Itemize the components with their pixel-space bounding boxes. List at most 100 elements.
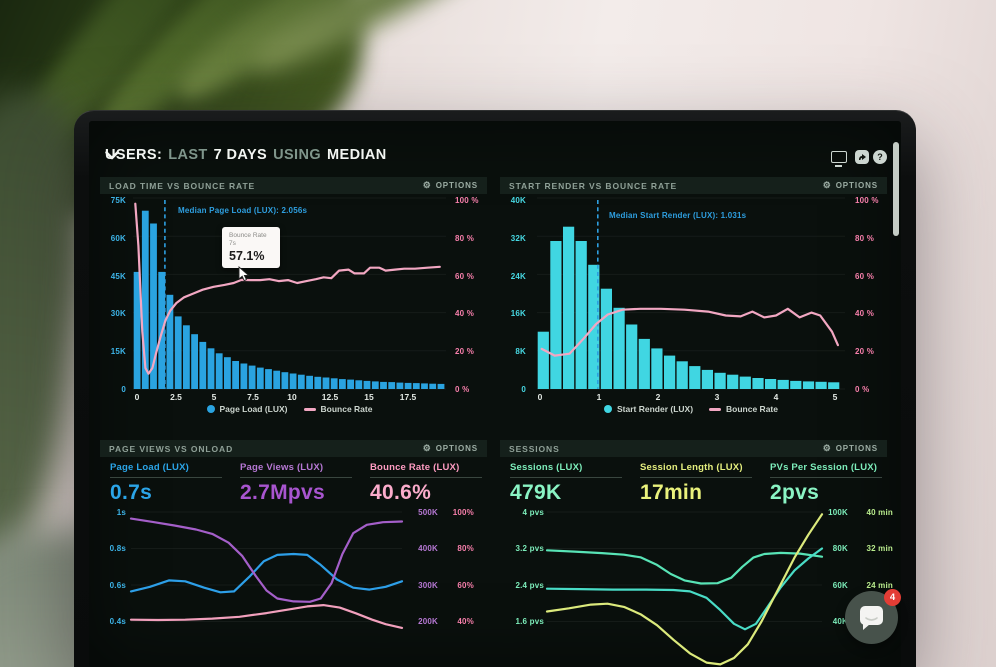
p1-x-tick-6: 15 bbox=[364, 392, 374, 402]
p4-y-left-0: 4 pvs bbox=[522, 508, 544, 517]
display-mode-icon[interactable] bbox=[831, 151, 847, 163]
p1-x-tick-5: 12.5 bbox=[321, 392, 339, 402]
dashboard-screen bbox=[89, 121, 901, 667]
mouse-cursor-icon bbox=[238, 266, 250, 282]
panel-start-render-title: START RENDER VS BOUNCE RATE bbox=[509, 180, 678, 191]
p3-y-right-k-0: 500K bbox=[418, 508, 438, 517]
bounce-rate-tooltip: Bounce Rate 7s 57.1% bbox=[222, 227, 280, 268]
header-days: 7 DAYS bbox=[213, 147, 268, 163]
p3-y-right-pct-3: 40% bbox=[457, 617, 474, 626]
p1-x-tick-7: 17.5 bbox=[399, 392, 417, 402]
p2-y-left-1: 32K bbox=[510, 234, 526, 243]
p4-y-right-k-0: 100K bbox=[828, 508, 848, 517]
share-icon[interactable] bbox=[855, 150, 869, 164]
p1-y-left-4: 15K bbox=[110, 347, 126, 356]
panel-sessions-header: SESSIONS ⚙ OPTIONS bbox=[500, 440, 887, 457]
p2-y-left-2: 24K bbox=[510, 272, 526, 281]
p1-legend-page-load[interactable]: Page Load (LUX) bbox=[206, 404, 288, 414]
p1-x-tick-1: 2.5 bbox=[170, 392, 182, 402]
help-glyph: ? bbox=[877, 152, 883, 162]
load-time-chart bbox=[133, 197, 446, 390]
sessions-options-button[interactable]: ⚙ OPTIONS bbox=[823, 443, 878, 454]
p2-legend-bounce-rate[interactable]: Bounce Rate bbox=[709, 404, 778, 414]
p4-stat-0-label: Sessions (LUX) bbox=[510, 462, 583, 473]
p3-stat-2-underline bbox=[370, 477, 482, 478]
p3-stat-0-underline bbox=[110, 477, 222, 478]
p2-y-left-5: 0 bbox=[521, 385, 526, 394]
p4-y-right-k-1: 80K bbox=[832, 544, 848, 553]
p4-y-right-min-0: 40 min bbox=[866, 508, 893, 517]
page-views-options-button[interactable]: ⚙ OPTIONS bbox=[423, 443, 478, 454]
p1-median-annotation: Median Page Load (LUX): 2.056s bbox=[178, 206, 308, 215]
p3-y-left-1: 0.8s bbox=[109, 544, 126, 553]
dashboard-title-dropdown[interactable]: USERS: LAST 7 DAYS USING MEDIAN bbox=[105, 147, 387, 163]
p3-stat-1-label: Page Views (LUX) bbox=[240, 462, 324, 473]
sessions-chart bbox=[545, 511, 824, 666]
header-using: USING bbox=[273, 147, 322, 163]
p2-median-annotation: Median Start Render (LUX): 1.031s bbox=[609, 211, 747, 220]
panel-page-views-header: PAGE VIEWS VS ONLOAD ⚙ OPTIONS bbox=[100, 440, 487, 457]
p4-stat-0-underline bbox=[510, 477, 622, 478]
p1-x-tick-3: 7.5 bbox=[247, 392, 259, 402]
share-arrow-icon bbox=[859, 154, 866, 160]
panel-load-time-title: LOAD TIME VS BOUNCE RATE bbox=[109, 180, 256, 191]
panel-sessions-title: SESSIONS bbox=[509, 443, 560, 454]
p2-y-right-1: 80 % bbox=[855, 234, 875, 243]
chevron-down-icon bbox=[105, 150, 119, 159]
header-last: LAST bbox=[168, 147, 208, 163]
start-render-options-button[interactable]: ⚙ OPTIONS bbox=[823, 180, 878, 191]
start-render-chart bbox=[537, 197, 845, 390]
p4-y-left-2: 2.4 pvs bbox=[515, 581, 544, 590]
p2-legend-start-render[interactable]: Start Render (LUX) bbox=[603, 404, 693, 414]
bar-series-dot-icon bbox=[206, 405, 215, 413]
p2-x-tick-0: 0 bbox=[537, 392, 543, 402]
gear-icon: ⚙ bbox=[422, 180, 432, 190]
line-series-dash-icon bbox=[303, 407, 316, 411]
p4-y-right-min-1: 32 min bbox=[866, 544, 893, 553]
p1-y-left-1: 60K bbox=[110, 234, 126, 243]
p2-x-tick-1: 1 bbox=[596, 392, 602, 402]
p2-y-right-2: 60 % bbox=[855, 272, 875, 281]
p2-legend-line-label: Bounce Rate bbox=[726, 404, 778, 414]
p2-y-left-3: 16K bbox=[510, 309, 526, 318]
p1-y-right-3: 40 % bbox=[455, 309, 475, 318]
panel-page-views-title: PAGE VIEWS VS ONLOAD bbox=[109, 443, 234, 454]
bar-series-dot-icon bbox=[603, 405, 612, 413]
p1-y-left-3: 30K bbox=[110, 309, 126, 318]
p3-stat-1-underline bbox=[240, 477, 352, 478]
p1-legend-bar-label: Page Load (LUX) bbox=[219, 404, 288, 414]
header-median: MEDIAN bbox=[327, 147, 387, 163]
options-label: OPTIONS bbox=[835, 181, 878, 190]
options-label: OPTIONS bbox=[835, 444, 878, 453]
p1-legend: Page Load (LUX) Bounce Rate bbox=[133, 404, 446, 414]
help-icon[interactable]: ? bbox=[873, 150, 887, 164]
chat-badge-count: 4 bbox=[889, 592, 896, 603]
p4-stat-1-value: 17min bbox=[640, 481, 703, 504]
p1-legend-line-label: Bounce Rate bbox=[320, 404, 373, 414]
scrollbar-thumb[interactable] bbox=[893, 142, 899, 236]
p3-stat-1-value: 2.7Mpvs bbox=[240, 481, 325, 504]
p1-y-right-0: 100 % bbox=[455, 196, 479, 205]
p1-y-left-0: 75K bbox=[110, 196, 126, 205]
options-label: OPTIONS bbox=[435, 181, 478, 190]
p4-y-right-k-3: 40K bbox=[832, 617, 848, 626]
gear-icon: ⚙ bbox=[822, 443, 832, 453]
tooltip-x-value: 7s bbox=[229, 240, 236, 247]
p2-x-tick-3: 3 bbox=[714, 392, 720, 402]
p4-y-right-min-2: 24 min bbox=[866, 581, 893, 590]
p3-y-right-pct-1: 80% bbox=[457, 544, 474, 553]
p2-legend: Start Render (LUX) Bounce Rate bbox=[537, 404, 845, 414]
p1-y-left-5: 0 bbox=[121, 385, 126, 394]
p2-x-tick-2: 2 bbox=[655, 392, 661, 402]
p3-y-left-3: 0.4s bbox=[109, 617, 126, 626]
p1-y-right-4: 20 % bbox=[455, 347, 475, 356]
header-users: USERS: bbox=[105, 147, 163, 163]
line-series-dash-icon bbox=[709, 407, 722, 411]
p1-x-tick-0: 0 bbox=[134, 392, 140, 402]
p1-legend-bounce-rate[interactable]: Bounce Rate bbox=[303, 404, 373, 414]
p3-stat-2-value: 40.6% bbox=[370, 481, 432, 504]
load-time-options-button[interactable]: ⚙ OPTIONS bbox=[423, 180, 478, 191]
p3-stat-0-label: Page Load (LUX) bbox=[110, 462, 190, 473]
p4-stat-2-label: PVs Per Session (LUX) bbox=[770, 462, 878, 473]
